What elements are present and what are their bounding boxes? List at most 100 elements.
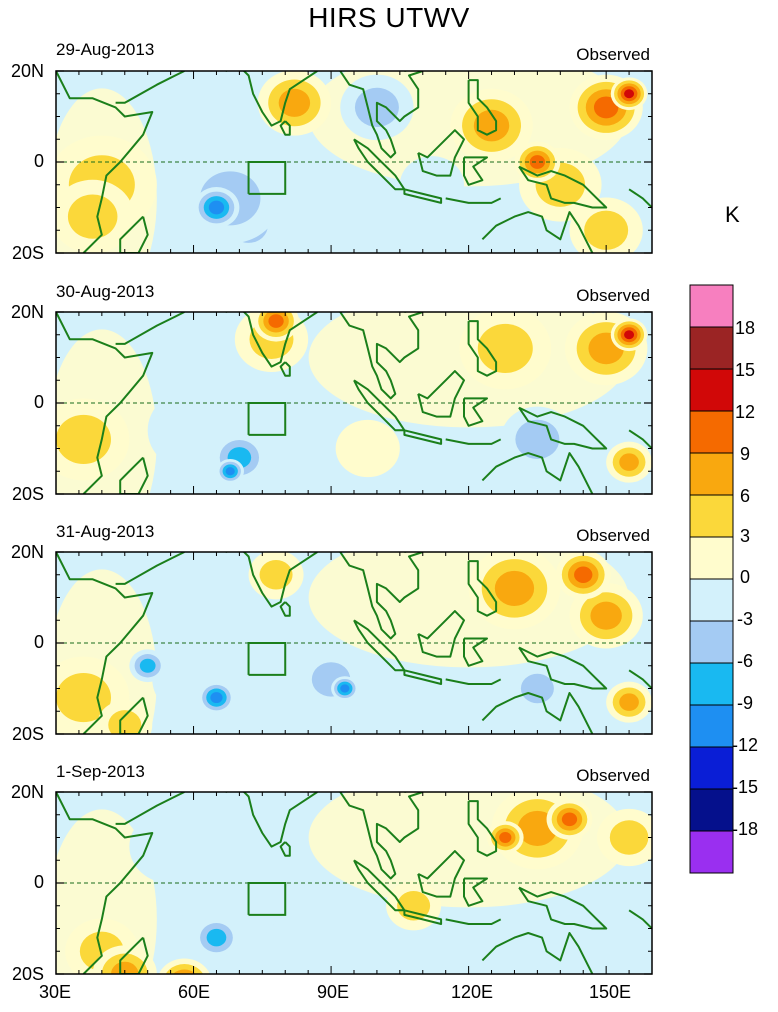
coastline (339, 312, 424, 400)
coastline (279, 361, 291, 377)
coastline (56, 552, 154, 734)
coastline (463, 397, 488, 427)
coastline (225, 552, 318, 608)
panel-1-lat-20s: 20S (11, 243, 44, 263)
anomaly-contour (499, 832, 512, 843)
coastline (225, 792, 318, 848)
colorbar-swatch (689, 788, 734, 832)
anomaly-contour (477, 323, 533, 373)
coastline (463, 637, 488, 667)
coastline (468, 71, 470, 72)
anomaly-contour (624, 89, 635, 99)
coastline (339, 552, 424, 640)
coastline (518, 406, 608, 450)
coastline (628, 429, 652, 450)
panel-1-date: 29-Aug-2013 (56, 40, 155, 59)
anomaly-contour (67, 194, 118, 239)
anomaly-contour (399, 156, 465, 214)
colorbar-swatch (689, 536, 734, 580)
coastline (518, 646, 608, 690)
panel-1-tag: Observed (576, 45, 650, 64)
anomaly-contour (268, 314, 284, 328)
coastline (518, 165, 608, 209)
colorbar-label: -9 (736, 693, 753, 713)
coastline (467, 560, 498, 617)
coastline (481, 932, 594, 974)
anomaly-contour (172, 969, 196, 974)
panel-3-tag: Observed (576, 526, 650, 545)
coastline (628, 188, 652, 209)
coastline (463, 877, 488, 907)
anomaly-contour (129, 809, 212, 884)
study-region-box (247, 402, 287, 436)
anomaly-contour (108, 710, 142, 734)
map-fill-group (56, 792, 652, 974)
coastline (628, 669, 652, 690)
colorbar-swatch (689, 578, 734, 622)
panel-1-lat-0: 0 (33, 151, 44, 171)
coastline (468, 312, 470, 313)
panel-4-lat-0: 0 (33, 872, 44, 892)
coastline (339, 71, 424, 159)
anomaly-contour (494, 570, 535, 606)
colorbar-label: -15 (731, 777, 758, 797)
coastline (115, 792, 185, 825)
lon-label-60e: 60E (177, 982, 211, 1002)
anomaly-contour (609, 820, 649, 855)
colorbar-swatch (689, 410, 734, 454)
coastline (467, 800, 498, 857)
map-panel (55, 791, 653, 975)
coastline (463, 156, 488, 186)
anomaly-contour (520, 673, 554, 704)
colorbar-label: -6 (736, 651, 753, 671)
anomaly-contour (590, 601, 622, 630)
coastline (467, 79, 498, 136)
panel-4-tag: Observed (576, 766, 650, 785)
coastline (339, 792, 424, 880)
coastline (56, 71, 154, 253)
coastline (518, 886, 608, 930)
colorbar-swatch (689, 284, 734, 328)
lon-label-150e: 150E (588, 982, 632, 1002)
coastline (468, 552, 470, 553)
coastline (417, 370, 465, 418)
anomaly-contour (139, 658, 156, 673)
colorbar-swatch (689, 368, 734, 412)
lon-label-120e: 120E (450, 982, 494, 1002)
colorbar-swatch (689, 620, 734, 664)
anomaly-contour (561, 812, 578, 827)
anomaly-contour (584, 210, 629, 250)
coastline (119, 936, 149, 974)
coastline (417, 850, 465, 898)
colorbar-swatch (689, 494, 734, 538)
coastline (404, 71, 409, 72)
study-region-box (247, 161, 287, 195)
coastline (481, 692, 594, 734)
colorbar-swatch (689, 326, 734, 370)
coastline (353, 138, 406, 191)
anomaly-contour (206, 928, 227, 947)
colorbar-label: 3 (739, 526, 750, 546)
map-panel (55, 551, 653, 735)
panel-3-lat-0: 0 (33, 632, 44, 652)
anomaly-contour (619, 453, 639, 471)
coastline (56, 312, 154, 494)
colorbar-label: 9 (739, 444, 750, 464)
coastline (115, 71, 185, 104)
coastline (353, 619, 406, 672)
anomaly-contour (624, 330, 635, 340)
coastline (445, 197, 502, 204)
anomaly-contour (208, 200, 225, 215)
colorbar-label: 18 (734, 318, 756, 338)
coastline (445, 438, 502, 445)
colorbar-label: 15 (734, 360, 756, 380)
map-fill-group (56, 312, 652, 494)
colorbar-swatch (689, 830, 734, 874)
panel-1-lat-20n: 20N (10, 61, 44, 81)
study-region-box (247, 882, 287, 916)
colorbar-label: 6 (739, 486, 750, 506)
coastline (481, 452, 594, 494)
anomaly-contour (225, 467, 235, 476)
panel-4-lat-20n: 20N (10, 782, 44, 802)
coastline (353, 859, 406, 912)
